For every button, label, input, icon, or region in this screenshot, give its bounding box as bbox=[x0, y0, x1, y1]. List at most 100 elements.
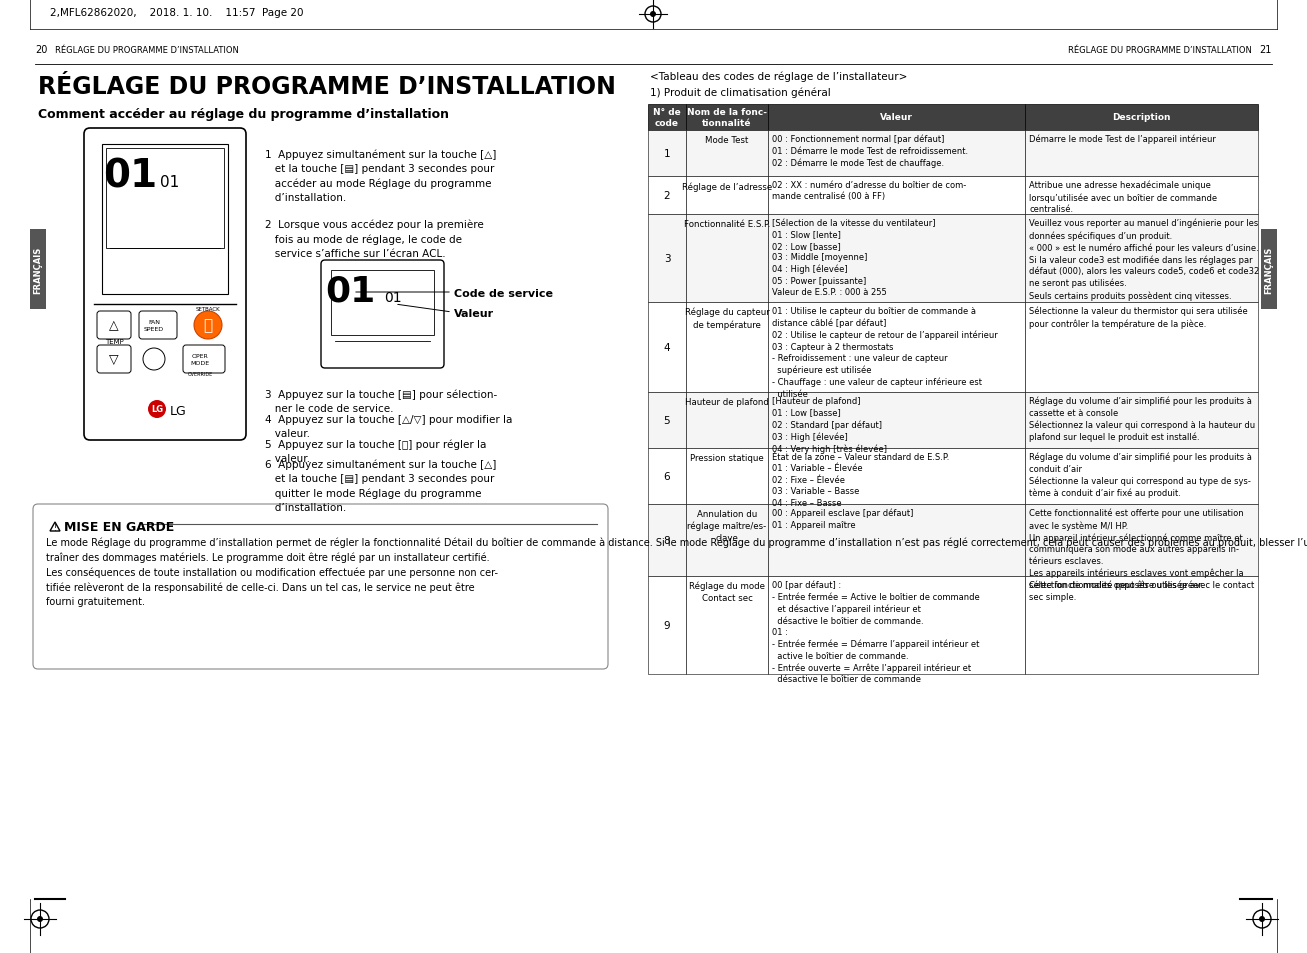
Text: 3: 3 bbox=[664, 253, 670, 264]
Text: <Tableau des codes de réglage de l’installateur>: <Tableau des codes de réglage de l’insta… bbox=[650, 71, 907, 82]
Text: N° de
code: N° de code bbox=[654, 108, 681, 128]
Text: 02 : XX : numéro d’adresse du boîtier de com-
mande centralisé (00 à FF): 02 : XX : numéro d’adresse du boîtier de… bbox=[772, 181, 966, 201]
Text: RÉGLAGE DU PROGRAMME D’INSTALLATION: RÉGLAGE DU PROGRAMME D’INSTALLATION bbox=[38, 75, 616, 99]
Bar bbox=[686, 303, 769, 393]
FancyBboxPatch shape bbox=[139, 312, 176, 339]
Text: OVERRIDE: OVERRIDE bbox=[187, 372, 213, 376]
Text: 00 : Fonctionnement normal [par défaut]
01 : Démarre le mode Test de refroidisse: 00 : Fonctionnement normal [par défaut] … bbox=[772, 135, 968, 168]
Bar bbox=[102, 145, 227, 294]
Text: LG: LG bbox=[150, 405, 163, 414]
Text: Réglage du volume d’air simplifié pour les produits à
conduit d’air
Sélectionne : Réglage du volume d’air simplifié pour l… bbox=[1029, 453, 1252, 497]
Bar bbox=[769, 214, 1025, 303]
Text: Réglage du volume d’air simplifié pour les produits à
cassette et à console
Séle: Réglage du volume d’air simplifié pour l… bbox=[1029, 396, 1255, 442]
Bar bbox=[1025, 177, 1259, 214]
Bar bbox=[648, 214, 686, 303]
FancyBboxPatch shape bbox=[97, 346, 131, 374]
Bar bbox=[686, 177, 769, 214]
Bar bbox=[331, 271, 434, 335]
Circle shape bbox=[1259, 916, 1265, 923]
Text: 1: 1 bbox=[664, 149, 670, 159]
Text: Cette fonctionnalité peut être utilisée avec le contact
sec simple.: Cette fonctionnalité peut être utilisée … bbox=[1029, 580, 1255, 601]
Text: 20: 20 bbox=[35, 45, 47, 55]
Text: Nom de la fonc-
tionnalité: Nom de la fonc- tionnalité bbox=[687, 108, 767, 128]
Bar bbox=[686, 131, 769, 177]
Text: Annulation du
réglage maître/es-
clave: Annulation du réglage maître/es- clave bbox=[687, 510, 767, 542]
Text: Description: Description bbox=[1112, 113, 1171, 122]
Text: !: ! bbox=[54, 523, 56, 533]
Text: [Sélection de la vitesse du ventilateur]
01 : Slow [lente]
02 : Low [basse]
03 :: [Sélection de la vitesse du ventilateur]… bbox=[772, 219, 936, 297]
Bar bbox=[686, 504, 769, 577]
Text: △: △ bbox=[110, 319, 119, 333]
Bar bbox=[648, 449, 686, 504]
Bar bbox=[769, 504, 1025, 577]
Text: Sélectionne la valeur du thermistor qui sera utilisée
pour contrôler la températ: Sélectionne la valeur du thermistor qui … bbox=[1029, 307, 1248, 328]
FancyBboxPatch shape bbox=[33, 504, 608, 669]
Bar bbox=[648, 131, 686, 177]
Text: LG: LG bbox=[170, 405, 187, 417]
Text: RÉGLAGE DU PROGRAMME D’INSTALLATION: RÉGLAGE DU PROGRAMME D’INSTALLATION bbox=[55, 46, 239, 55]
Circle shape bbox=[193, 312, 222, 339]
Bar bbox=[769, 449, 1025, 504]
Text: Valeur: Valeur bbox=[454, 309, 494, 318]
Bar bbox=[769, 577, 1025, 675]
Text: 3  Appuyez sur la touche [▤] pour sélection-
   ner le code de service.: 3 Appuyez sur la touche [▤] pour sélecti… bbox=[265, 390, 497, 414]
FancyBboxPatch shape bbox=[183, 346, 225, 374]
Bar bbox=[1025, 214, 1259, 303]
Text: Réglage de l’adresse: Réglage de l’adresse bbox=[682, 182, 772, 192]
Text: MISE EN GARDE: MISE EN GARDE bbox=[64, 520, 174, 534]
Bar bbox=[106, 149, 223, 249]
Bar bbox=[1025, 131, 1259, 177]
Bar bbox=[1025, 577, 1259, 675]
Text: Valeur: Valeur bbox=[880, 113, 912, 122]
Bar bbox=[1025, 449, 1259, 504]
Text: 2: 2 bbox=[664, 191, 670, 201]
Text: Fonctionnalité E.S.P.: Fonctionnalité E.S.P. bbox=[684, 220, 770, 229]
Text: 9: 9 bbox=[664, 620, 670, 630]
Text: Réglage du capteur
de température: Réglage du capteur de température bbox=[685, 308, 770, 330]
Bar bbox=[686, 214, 769, 303]
Circle shape bbox=[650, 12, 656, 18]
Text: 4  Appuyez sur la touche [△/▽] pour modifier la
   valeur.: 4 Appuyez sur la touche [△/▽] pour modif… bbox=[265, 415, 512, 438]
Bar bbox=[1261, 230, 1277, 310]
Text: FRANÇAIS: FRANÇAIS bbox=[1264, 246, 1273, 294]
Text: TEMP: TEMP bbox=[105, 338, 123, 345]
Bar bbox=[686, 449, 769, 504]
FancyBboxPatch shape bbox=[84, 129, 246, 440]
Text: 8: 8 bbox=[664, 536, 670, 545]
Text: Veuillez vous reporter au manuel d’ingénierie pour les
données spécifiques d’un : Veuillez vous reporter au manuel d’ingén… bbox=[1029, 219, 1259, 300]
Text: FRANÇAIS: FRANÇAIS bbox=[34, 246, 43, 294]
Bar bbox=[648, 303, 686, 393]
Bar bbox=[769, 303, 1025, 393]
Bar bbox=[769, 393, 1025, 449]
Text: Hauteur de plafond: Hauteur de plafond bbox=[685, 397, 769, 407]
Text: Le mode Réglage du programme d’installation permet de régler la fonctionnalité D: Le mode Réglage du programme d’installat… bbox=[46, 537, 1307, 606]
Text: Cette fonctionnalité est offerte pour une utilisation
avec le système M/I HP.
Un: Cette fonctionnalité est offerte pour un… bbox=[1029, 509, 1244, 589]
Text: RÉGLAGE DU PROGRAMME D’INSTALLATION: RÉGLAGE DU PROGRAMME D’INSTALLATION bbox=[1068, 46, 1252, 55]
Bar bbox=[1025, 504, 1259, 577]
Bar bbox=[769, 105, 1025, 131]
Text: 01: 01 bbox=[325, 274, 375, 309]
FancyBboxPatch shape bbox=[97, 312, 131, 339]
Text: 00 [par défaut] :
- Entrée fermée = Active le boîtier de commande
  et désactive: 00 [par défaut] : - Entrée fermée = Acti… bbox=[772, 580, 980, 683]
Text: Mode Test: Mode Test bbox=[706, 136, 749, 145]
Text: Code de service: Code de service bbox=[454, 289, 553, 298]
Circle shape bbox=[148, 400, 166, 418]
Text: ▽: ▽ bbox=[110, 354, 119, 366]
Text: OPER
MODE: OPER MODE bbox=[191, 354, 209, 365]
Bar bbox=[1025, 303, 1259, 393]
Bar bbox=[648, 105, 686, 131]
Text: Démarre le mode Test de l’appareil intérieur: Démarre le mode Test de l’appareil intér… bbox=[1029, 135, 1216, 144]
Text: 2  Lorsque vous accédez pour la première
   fois au mode de réglage, le code de
: 2 Lorsque vous accédez pour la première … bbox=[265, 220, 484, 259]
Bar bbox=[686, 577, 769, 675]
Text: Réglage du mode
Contact sec: Réglage du mode Contact sec bbox=[689, 581, 765, 602]
Bar bbox=[1025, 393, 1259, 449]
Text: 00 : Appareil esclave [par défaut]
01 : Appareil maître: 00 : Appareil esclave [par défaut] 01 : … bbox=[772, 509, 914, 530]
Bar bbox=[30, 230, 46, 310]
Bar bbox=[648, 504, 686, 577]
Text: 1) Produit de climatisation général: 1) Produit de climatisation général bbox=[650, 88, 831, 98]
Text: SETBACK: SETBACK bbox=[196, 307, 221, 312]
Text: 01: 01 bbox=[103, 157, 157, 194]
Text: Comment accéder au réglage du programme d’installation: Comment accéder au réglage du programme … bbox=[38, 108, 450, 121]
Bar bbox=[648, 177, 686, 214]
Bar bbox=[648, 393, 686, 449]
